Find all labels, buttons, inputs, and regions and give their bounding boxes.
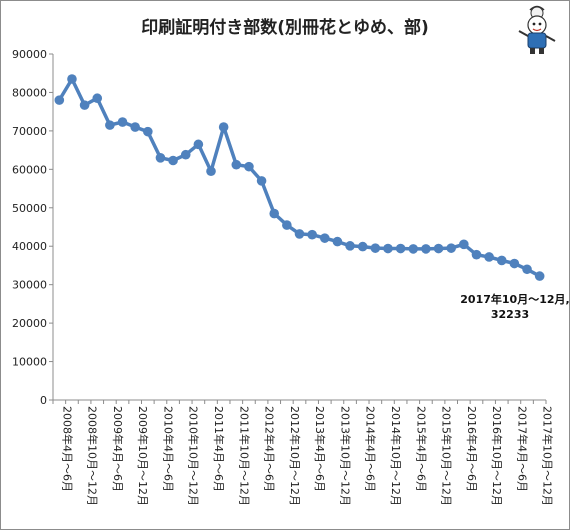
annotation-label-line2: 32233 xyxy=(491,308,529,321)
x-tick-label: 2015年4月～6月 xyxy=(414,406,428,492)
data-point xyxy=(206,166,216,177)
data-point xyxy=(244,161,254,172)
last-point-annotation: 2017年10月～12月, 32233 xyxy=(460,292,569,321)
data-point xyxy=(92,93,103,104)
x-tick-label: 2016年4月～6月 xyxy=(465,406,479,492)
x-tick-label: 2008年10月～12月 xyxy=(86,406,100,506)
data-point xyxy=(484,252,494,262)
y-tick-label: 80000 xyxy=(12,86,47,99)
y-tick-label: 90000 xyxy=(12,48,47,61)
data-point xyxy=(459,239,469,250)
data-point xyxy=(471,249,482,260)
data-point xyxy=(231,159,242,170)
mascot-logo xyxy=(518,5,556,54)
x-tick-label: 2017年4月～6月 xyxy=(515,406,529,492)
data-point xyxy=(370,243,381,253)
x-tick-label: 2010年4月～6月 xyxy=(161,406,175,492)
y-tick-label: 70000 xyxy=(12,125,47,138)
data-point xyxy=(496,255,507,266)
x-tick-label: 2010年10月～12月 xyxy=(187,406,201,506)
data-point xyxy=(534,271,545,281)
data-point xyxy=(294,229,305,239)
y-tick-label: 50000 xyxy=(12,202,47,215)
data-point xyxy=(218,122,229,132)
data-point xyxy=(67,74,77,84)
data-point xyxy=(54,95,65,105)
data-point xyxy=(408,244,419,254)
data-point xyxy=(143,126,153,137)
y-axis-ticks: 0 10000 20000 30000 40000 50000 60000 70000 8000… xyxy=(12,48,53,407)
data-point xyxy=(180,149,191,160)
x-tick-label: 2013年10月～12月 xyxy=(338,406,352,506)
y-tick-label: 10000 xyxy=(12,356,47,369)
data-point xyxy=(522,264,532,275)
data-point xyxy=(395,243,406,254)
data-point xyxy=(383,243,393,254)
data-point xyxy=(79,100,90,110)
data-point xyxy=(269,208,280,219)
y-tick-label: 0 xyxy=(40,394,47,407)
data-point xyxy=(446,243,456,253)
data-point xyxy=(105,120,115,130)
data-point xyxy=(117,117,128,127)
data-point xyxy=(307,229,317,240)
data-point xyxy=(509,258,520,269)
y-tick-label: 20000 xyxy=(12,317,47,330)
x-axis-ticks: 2008年4月～6月 2008年10月～12月 2009年4月～6月 2009年10月… xyxy=(52,400,555,506)
x-tick-label: 2017年10月～12月 xyxy=(541,406,555,506)
y-tick-label: 30000 xyxy=(12,279,47,292)
x-tick-label: 2009年4月～6月 xyxy=(111,406,125,492)
x-tick-label: 2008年4月～6月 xyxy=(60,406,74,492)
data-point xyxy=(332,236,343,247)
x-tick-label: 2012年10月～12月 xyxy=(288,406,302,506)
x-tick-label: 2011年4月～6月 xyxy=(212,406,226,492)
x-tick-label: 2009年10月～12月 xyxy=(136,406,150,506)
x-tick-label: 2013年4月～6月 xyxy=(313,406,327,492)
x-tick-label: 2012年4月～6月 xyxy=(263,406,277,492)
y-tick-label: 60000 xyxy=(12,163,47,176)
data-point xyxy=(345,241,355,251)
data-point xyxy=(282,220,292,230)
y-tick-label: 40000 xyxy=(12,240,47,253)
chart-title: 印刷証明付き部数(別冊花とゆめ、部) xyxy=(141,18,429,38)
data-point xyxy=(256,176,267,186)
data-point xyxy=(168,155,178,166)
series-group xyxy=(54,74,545,281)
x-tick-label: 2015年10月～12月 xyxy=(440,406,454,506)
data-point xyxy=(433,243,444,254)
chart-axes xyxy=(52,54,546,401)
data-point xyxy=(130,122,140,132)
data-point xyxy=(319,233,330,243)
x-tick-label: 2011年10月～12月 xyxy=(237,406,251,506)
data-point xyxy=(357,241,368,252)
data-point xyxy=(155,153,166,163)
annotation-label-line1: 2017年10月～12月, xyxy=(460,292,569,306)
data-point xyxy=(193,139,204,150)
data-point xyxy=(421,244,431,254)
x-tick-label: 2014年4月～6月 xyxy=(364,406,378,492)
x-tick-label: 2016年10月～12月 xyxy=(490,406,504,506)
x-tick-label: 2014年10月～12月 xyxy=(389,406,403,506)
